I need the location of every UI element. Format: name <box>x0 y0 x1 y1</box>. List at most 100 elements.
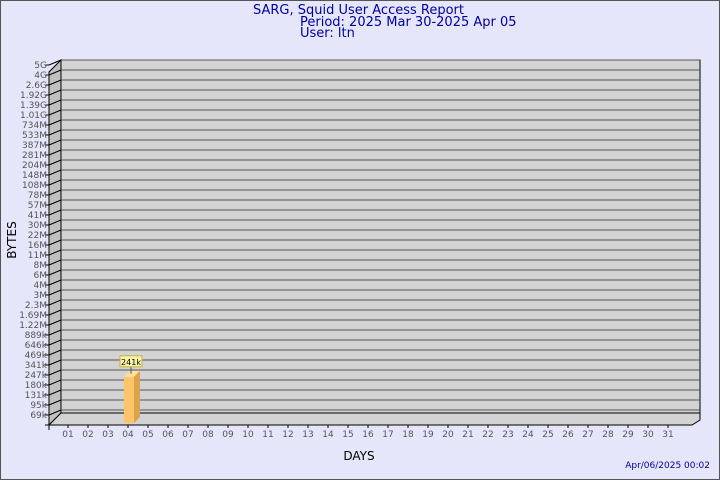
x-tick-label: 29 <box>622 430 634 440</box>
y-tick-label: 3M <box>34 291 48 301</box>
y-tick-label: 247k <box>25 371 48 381</box>
gridline-side <box>48 109 62 116</box>
y-tick-label: 1.01G <box>20 111 47 121</box>
bar-label-box <box>119 355 143 368</box>
gridline-side <box>48 199 62 206</box>
x-tick-label: 11 <box>262 430 273 440</box>
y-tick-label: 16M <box>28 241 47 251</box>
y-tick-label: 22M <box>28 231 47 241</box>
y-tick-label: 4M <box>34 281 48 291</box>
gridline-side <box>48 329 62 336</box>
y-tick-label: 1.92G <box>20 91 47 101</box>
gridline-side <box>48 259 62 266</box>
x-axis-label: DAYS <box>343 449 374 463</box>
y-tick-label: 5G <box>34 61 47 71</box>
gridline-side <box>48 299 62 306</box>
y-axis-label: BYTES <box>5 221 19 258</box>
x-tick-label: 26 <box>562 430 574 440</box>
gridline-side <box>48 129 62 136</box>
gridline-side <box>48 339 62 346</box>
y-tick-label: 387M <box>22 141 47 151</box>
gridline-side <box>48 179 62 186</box>
gridline-side <box>48 289 62 296</box>
gridline-side <box>48 119 62 126</box>
gridline-side <box>48 159 62 166</box>
x-tick-label: 07 <box>182 430 193 440</box>
y-tick-label: 469k <box>25 351 48 361</box>
x-tick-label: 10 <box>242 430 254 440</box>
gridline-side <box>48 79 62 86</box>
y-tick-label: 1.39G <box>20 101 47 111</box>
x-tick-label: 18 <box>402 430 414 440</box>
gridline-side <box>48 379 62 386</box>
y-tick-label: 78M <box>28 191 47 201</box>
y-tick-label: 646k <box>25 341 48 351</box>
x-tick-label: 02 <box>82 430 93 440</box>
x-tick-label: 21 <box>462 430 473 440</box>
y-tick-label: 41M <box>28 211 47 221</box>
y-tick-label: 95k <box>30 401 47 411</box>
y-tick-label: 131k <box>25 391 48 401</box>
x-tick-label: 28 <box>602 430 614 440</box>
x-tick-label: 24 <box>522 430 534 440</box>
x-tick-label: 22 <box>482 430 493 440</box>
x-tick-label: 17 <box>382 430 393 440</box>
y-tick-label: 533M <box>22 131 47 141</box>
bar-top <box>124 370 140 377</box>
gridline-side <box>48 219 62 226</box>
x-tick-label: 13 <box>302 430 313 440</box>
x-tick-label: 03 <box>102 430 113 440</box>
gridline-side <box>48 359 62 366</box>
bar-side <box>134 370 140 423</box>
y-tick-label: 180k <box>25 381 48 391</box>
gridline-side <box>48 369 62 376</box>
y-tick-label: 30M <box>28 221 47 231</box>
y-tick-label: 6M <box>34 271 48 281</box>
gridline-side <box>48 279 62 286</box>
y-tick-label: 148M <box>22 171 47 181</box>
x-tick-label: 30 <box>642 430 654 440</box>
y-tick-label: 889k <box>25 331 48 341</box>
bar-value-label: 241k <box>121 358 141 367</box>
report-title: SARG, Squid User Access Report <box>253 3 464 18</box>
y-tick-label: 11M <box>28 251 47 261</box>
gridline-side <box>48 249 62 256</box>
y-tick-label: 4G <box>34 71 47 81</box>
gridline-side <box>48 149 62 156</box>
y-tick-label: 1.69M <box>19 311 47 321</box>
plot-back-wall <box>60 59 701 414</box>
gridline-side <box>48 139 62 146</box>
gridline-side <box>48 309 62 316</box>
x-tick-label: 23 <box>502 430 513 440</box>
x-tick-label: 14 <box>322 430 334 440</box>
x-tick-label: 27 <box>582 430 593 440</box>
generated-timestamp: Apr/06/2025 00:02 <box>625 461 710 471</box>
gridline-side <box>48 269 62 276</box>
x-tick-label: 20 <box>442 430 454 440</box>
gridline-side <box>48 399 62 406</box>
gridline-side <box>48 389 62 396</box>
gridline-side <box>48 189 62 196</box>
x-tick-label: 01 <box>62 430 73 440</box>
gridline-side <box>48 89 62 96</box>
x-tick-label: 25 <box>542 430 553 440</box>
gridline-side <box>48 229 62 236</box>
gridline-side <box>48 59 62 66</box>
y-tick-label: 57M <box>28 201 47 211</box>
report-period: Period: 2025 Mar 30-2025 Apr 05 <box>300 15 517 30</box>
y-tick-label: 341k <box>25 361 48 371</box>
x-tick-label: 16 <box>362 430 374 440</box>
gridline-side <box>48 239 62 246</box>
bar-front <box>124 376 134 423</box>
gridline-side <box>48 209 62 216</box>
gridline-side <box>48 349 62 356</box>
y-tick-label: 281M <box>22 151 47 161</box>
x-tick-label: 31 <box>662 430 673 440</box>
y-tick-label: 2.3M <box>25 301 47 311</box>
y-tick-label: 204M <box>22 161 47 171</box>
x-tick-label: 06 <box>162 430 174 440</box>
y-tick-label: 1.22M <box>19 321 47 331</box>
gridline-side <box>48 409 62 416</box>
y-tick-label: 69k <box>30 411 47 421</box>
